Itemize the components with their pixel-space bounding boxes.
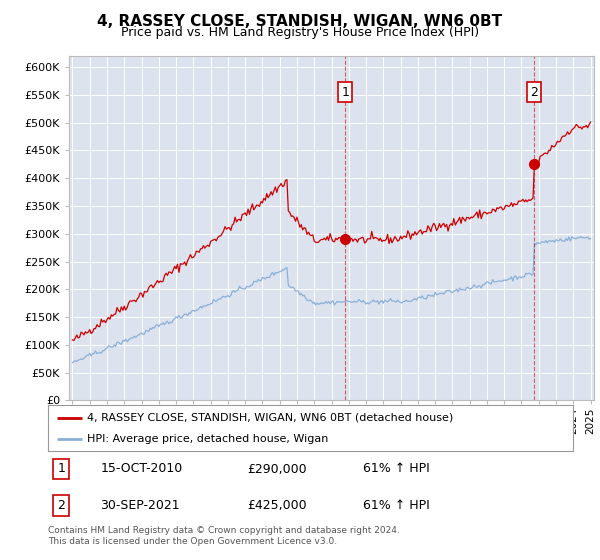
Text: 61% ↑ HPI: 61% ↑ HPI [363, 499, 430, 512]
Text: HPI: Average price, detached house, Wigan: HPI: Average price, detached house, Wiga… [88, 435, 329, 444]
Text: 30-SEP-2021: 30-SEP-2021 [101, 499, 180, 512]
Text: 4, RASSEY CLOSE, STANDISH, WIGAN, WN6 0BT (detached house): 4, RASSEY CLOSE, STANDISH, WIGAN, WN6 0B… [88, 413, 454, 423]
Text: 61% ↑ HPI: 61% ↑ HPI [363, 463, 430, 475]
Text: £425,000: £425,000 [248, 499, 307, 512]
Text: Contains HM Land Registry data © Crown copyright and database right 2024.
This d: Contains HM Land Registry data © Crown c… [48, 526, 400, 546]
Text: 4, RASSEY CLOSE, STANDISH, WIGAN, WN6 0BT: 4, RASSEY CLOSE, STANDISH, WIGAN, WN6 0B… [97, 14, 503, 29]
Text: 1: 1 [341, 86, 349, 99]
Text: 15-OCT-2010: 15-OCT-2010 [101, 463, 183, 475]
Text: 1: 1 [57, 463, 65, 475]
Text: 2: 2 [57, 499, 65, 512]
Text: £290,000: £290,000 [248, 463, 307, 475]
Text: 2: 2 [530, 86, 538, 99]
Text: Price paid vs. HM Land Registry's House Price Index (HPI): Price paid vs. HM Land Registry's House … [121, 26, 479, 39]
